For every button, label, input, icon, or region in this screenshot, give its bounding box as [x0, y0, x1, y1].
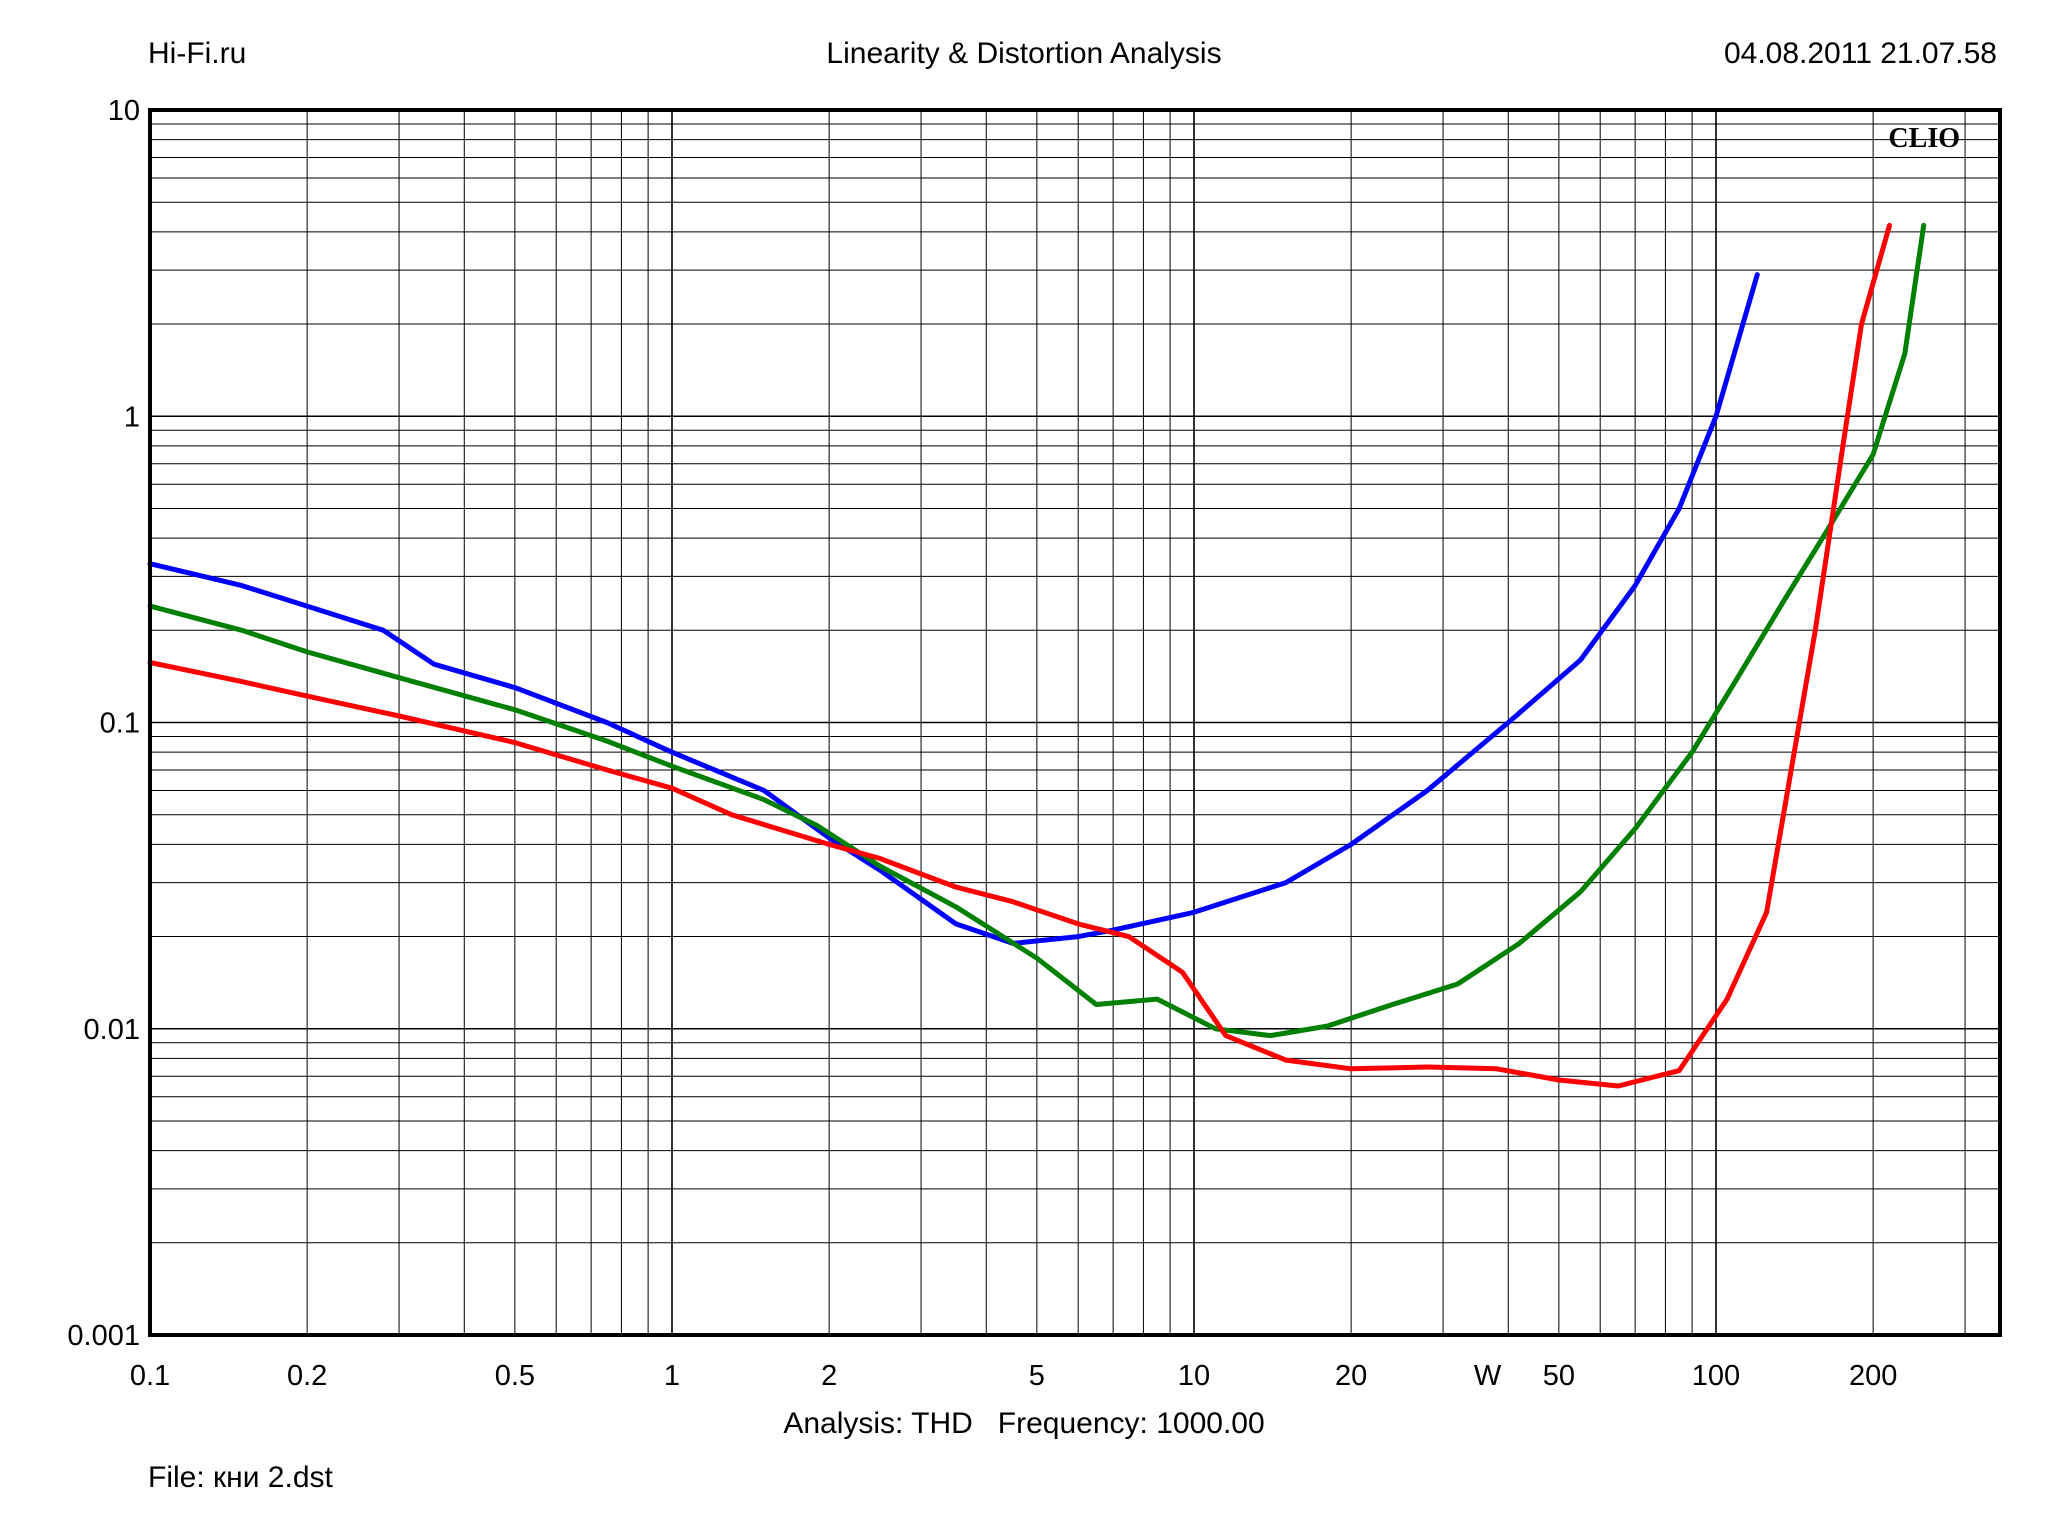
series-line-3: [147, 222, 1892, 1089]
series-line-2: [147, 222, 1927, 1039]
y-tick-label: 10: [108, 95, 140, 127]
x-tick-label: 5: [1029, 1360, 1045, 1392]
x-axis-label: W: [1474, 1360, 1502, 1392]
x-tick-label: 0.5: [495, 1360, 535, 1392]
x-tick-label: 1: [664, 1360, 680, 1392]
series-line-1: [147, 272, 1760, 946]
chart-title: Linearity & Distortion Analysis: [826, 37, 1222, 70]
clio-brand-label: CLIO: [1888, 123, 1960, 154]
grid: [150, 110, 2000, 1335]
tick-labels: 0.1 0.2 0.5 1 2 5 10 20 50 100 200 W 10 1 0.1 0.01 0.001: [67, 95, 1897, 1392]
plot-frame: [148, 108, 2002, 1337]
header-left-text: Hi-Fi.ru: [148, 37, 247, 70]
x-tick-label: 0.1: [130, 1360, 170, 1392]
y-tick-label: 1: [124, 401, 140, 433]
x-tick-label: 100: [1692, 1360, 1740, 1392]
x-tick-label: 50: [1543, 1360, 1575, 1392]
x-tick-label: 10: [1178, 1360, 1210, 1392]
analysis-footer: Analysis: THD Frequency: 1000.00: [783, 1407, 1265, 1440]
x-tick-label: 200: [1849, 1360, 1897, 1392]
y-tick-label: 0.001: [67, 1320, 140, 1352]
timestamp: 04.08.2011 21.07.58: [1723, 37, 1997, 70]
series-layer: [147, 222, 1927, 1089]
y-tick-label: 0.1: [100, 708, 140, 740]
y-tick-label: 0.01: [84, 1014, 140, 1046]
x-tick-label: 2: [821, 1360, 837, 1392]
file-footer: File: кни 2.dst: [148, 1461, 333, 1494]
x-tick-label: 20: [1335, 1360, 1367, 1392]
x-tick-label: 0.2: [287, 1360, 327, 1392]
